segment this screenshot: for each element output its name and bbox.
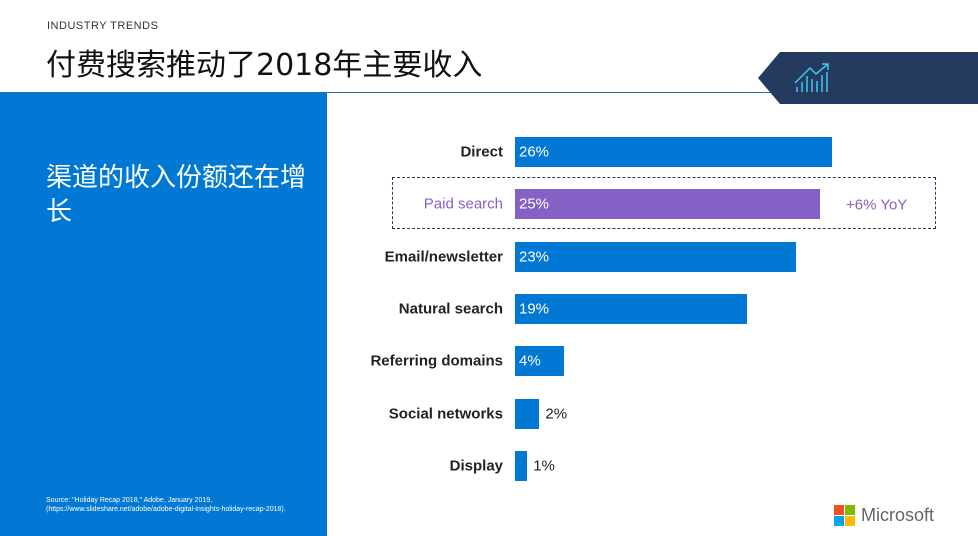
chart-trend-up-icon: [794, 63, 829, 92]
value-label: 4%: [519, 352, 541, 370]
value-label: 1%: [533, 457, 555, 475]
bar: [515, 189, 820, 220]
subtitle: 渠道的收入份额还在增长: [46, 163, 307, 227]
microsoft-logo: Microsoft: [834, 505, 934, 526]
value-label: 2%: [545, 405, 568, 422]
value-label: 19%: [519, 300, 550, 318]
eyebrow: INDUSTRY TRENDS: [47, 20, 159, 32]
value-label: 25%: [519, 195, 550, 213]
header-badge: [758, 52, 978, 104]
category-label: Direct: [460, 143, 503, 161]
source-note: Source: "Holiday Recap 2018," Adobe, Jan…: [46, 497, 286, 513]
sidebar-panel: 渠道的收入份额还在增长 Source: "Holiday Recap 2018,…: [0, 93, 327, 536]
value-label: 23%: [519, 248, 550, 266]
bar: [515, 450, 528, 481]
bar: [515, 293, 747, 324]
divider: [0, 92, 780, 93]
category-label: Email/newsletter: [384, 248, 503, 266]
page-title: 付费搜索推动了2018年主要收入: [46, 48, 483, 83]
highlight-box: [392, 177, 936, 229]
value-label: 26%: [519, 143, 550, 161]
bar: [515, 398, 540, 429]
yoy-annotation: +6% YoY: [846, 196, 908, 214]
bar: [515, 346, 564, 377]
category-label: Display: [449, 457, 503, 475]
bar: [515, 241, 796, 272]
category-label: Natural search: [398, 300, 503, 318]
category-label: Social networks: [388, 405, 503, 422]
category-label: Paid search: [423, 195, 503, 213]
bar: [515, 137, 833, 167]
category-label: Referring domains: [370, 352, 503, 370]
brand-name: Microsoft: [861, 505, 935, 525]
